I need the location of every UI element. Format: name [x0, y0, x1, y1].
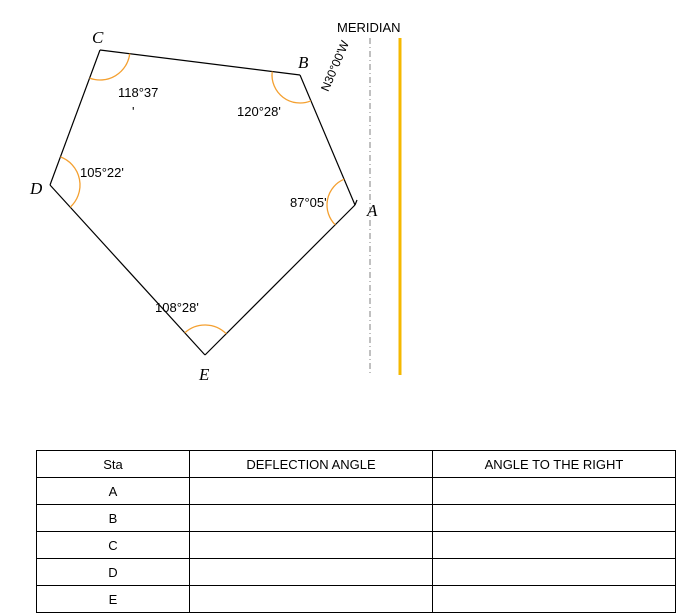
cell-right [433, 532, 676, 559]
col-header-right: ANGLE TO THE RIGHT [433, 451, 676, 478]
angle-table: Sta DEFLECTION ANGLE ANGLE TO THE RIGHT … [36, 450, 676, 613]
polygon-edge [100, 50, 300, 75]
table-row: E [37, 586, 676, 613]
table-header-row: Sta DEFLECTION ANGLE ANGLE TO THE RIGHT [37, 451, 676, 478]
angle-label-B: 120°28' [237, 104, 281, 119]
table-row: D [37, 559, 676, 586]
vertex-label-E: E [199, 365, 209, 385]
angle-label-A: 87°05' [290, 195, 327, 210]
cell-deflection [190, 478, 433, 505]
angle-arc-E [185, 325, 226, 334]
cell-deflection [190, 559, 433, 586]
cell-right [433, 559, 676, 586]
cell-sta: C [37, 532, 190, 559]
vertex-label-A: A [367, 201, 377, 221]
cell-sta: B [37, 505, 190, 532]
vertex-label-B: B [298, 53, 308, 73]
cell-deflection [190, 532, 433, 559]
table-row: B [37, 505, 676, 532]
col-header-deflection: DEFLECTION ANGLE [190, 451, 433, 478]
cell-deflection [190, 586, 433, 613]
angle-sublabel-C: ' [132, 104, 134, 119]
polygon-edge [50, 185, 205, 355]
vertex-label-D: D [30, 179, 42, 199]
diagram-canvas: MERIDIAN N30°00'W Sta DEFLECTION ANGLE A… [0, 0, 682, 612]
cell-deflection [190, 505, 433, 532]
vertex-label-C: C [92, 28, 103, 48]
col-header-sta: Sta [37, 451, 190, 478]
cell-sta: A [37, 478, 190, 505]
cell-right [433, 586, 676, 613]
cell-right [433, 505, 676, 532]
angle-label-C: 118°37 [118, 85, 158, 100]
cell-sta: D [37, 559, 190, 586]
polygon-edge [205, 205, 355, 355]
table-row: A [37, 478, 676, 505]
table-row: C [37, 532, 676, 559]
angle-label-E: 108°28' [155, 300, 199, 315]
polygon-edge [355, 200, 357, 205]
meridian-label: MERIDIAN [337, 20, 401, 35]
cell-sta: E [37, 586, 190, 613]
polygon-edge [300, 75, 355, 205]
cell-right [433, 478, 676, 505]
angle-arc-C [90, 54, 130, 80]
angle-label-D: 105°22' [80, 165, 124, 180]
